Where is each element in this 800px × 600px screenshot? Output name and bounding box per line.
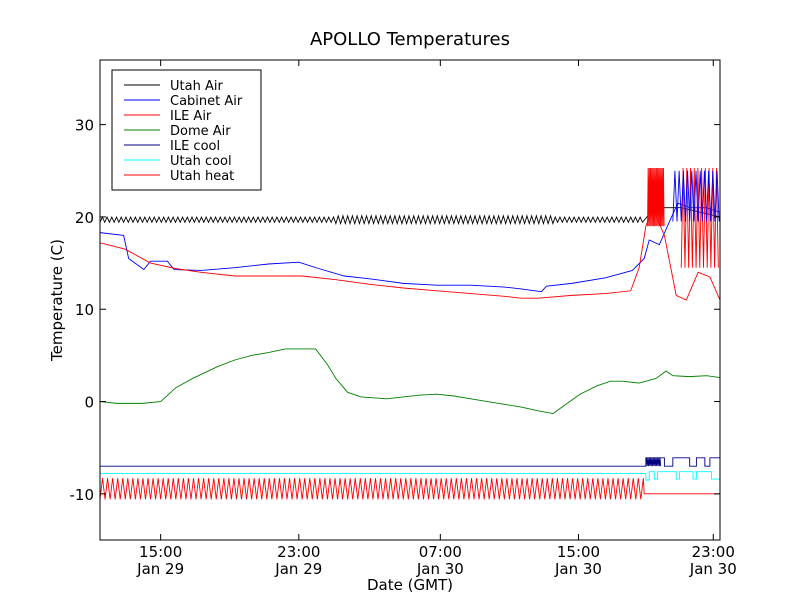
series-line-utah-air [100, 207, 720, 226]
series-line-ile-cool [100, 457, 720, 467]
y-tick-label: 20 [75, 209, 94, 227]
x-tick-label-time: 15:00 [557, 543, 600, 561]
legend-label-utah-heat: Utah heat [170, 169, 234, 184]
x-tick-label-date: Jan 30 [416, 560, 464, 578]
y-tick-label: 0 [84, 394, 94, 412]
y-tick-label: 10 [75, 301, 94, 319]
y-axis-label: Temperature (C) [48, 239, 66, 362]
legend-label-utah-cool: Utah cool [170, 154, 232, 169]
x-tick-label-time: 23:00 [277, 543, 320, 561]
x-tick-label-date: Jan 30 [689, 560, 737, 578]
legend-label-cabinet-air: Cabinet Air [170, 94, 243, 109]
series-line-utah-cool [100, 471, 720, 481]
series-burst-ile-air [647, 167, 665, 227]
chart-title: APOLLO Temperatures [310, 29, 510, 50]
y-tick-label: 30 [75, 117, 94, 135]
series-burst-ile-cool [645, 457, 662, 467]
series-line-cabinet-air [100, 202, 720, 293]
series-line-dome-air [100, 348, 720, 415]
series-burst-ile-air [680, 167, 719, 268]
x-tick-label-date: Jan 30 [554, 560, 602, 578]
series-line-utah-heat [100, 478, 720, 500]
x-tick-label-time: 07:00 [419, 543, 462, 561]
legend-label-ile-cool: ILE cool [170, 139, 220, 154]
legend-label-dome-air: Dome Air [170, 124, 231, 139]
x-tick-label-date: Jan 29 [136, 560, 184, 578]
x-axis-label: Date (GMT) [367, 576, 453, 594]
y-tick-label: -10 [70, 486, 95, 504]
plot-frame [99, 59, 721, 541]
series-burst-cabinet-air [672, 170, 720, 222]
series-layer [100, 167, 720, 500]
x-tick-label-date: Jan 29 [274, 560, 322, 578]
legend-label-utah-air: Utah Air [170, 79, 223, 94]
x-tick-label-time: 15:00 [139, 543, 182, 561]
x-tick-label-time: 23:00 [692, 543, 735, 561]
series-line-ile-air [100, 206, 720, 301]
legend-label-ile-air: ILE Air [170, 109, 212, 124]
